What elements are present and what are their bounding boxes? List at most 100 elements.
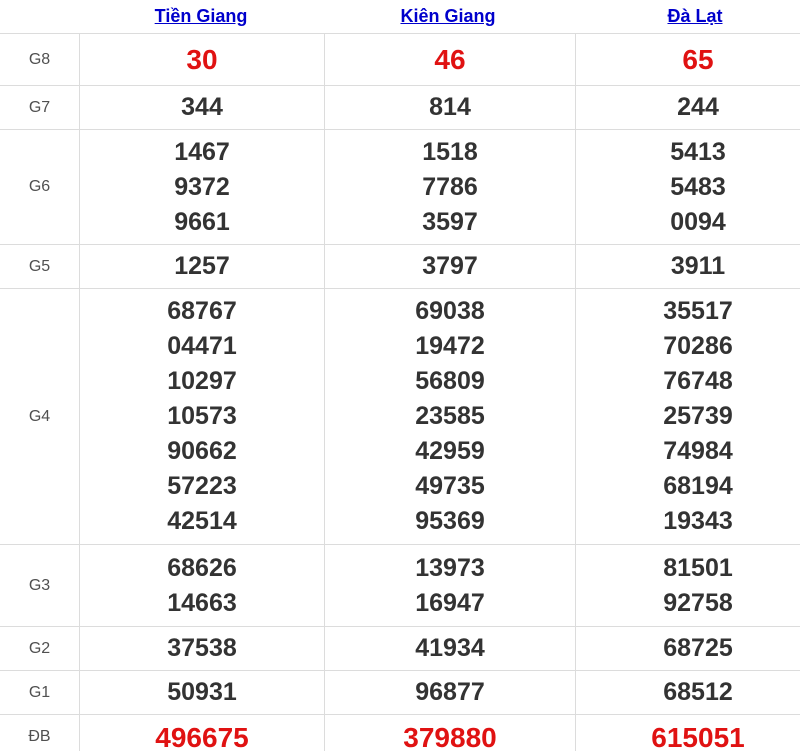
table-row: G8 30 46 65 xyxy=(0,34,800,86)
prize-values-cell: 37538 xyxy=(79,627,324,670)
lottery-number: 90662 xyxy=(167,437,237,465)
prize-values-cell: 814 xyxy=(324,86,575,129)
lottery-number: 68626 xyxy=(167,553,237,582)
lottery-number: 9661 xyxy=(174,207,230,236)
lottery-number: 344 xyxy=(181,93,223,121)
prize-values-cell: 81501 92758 xyxy=(575,545,800,626)
prize-values-cell: 344 xyxy=(79,86,324,129)
prize-values-cell: 5413 5483 0094 xyxy=(575,130,800,244)
lottery-number: 5413 xyxy=(670,137,726,166)
prize-values-cell: 244 xyxy=(575,86,800,129)
lottery-number: 41934 xyxy=(415,634,485,662)
lottery-number: 7786 xyxy=(422,172,478,201)
prize-values-cell: 615051 xyxy=(575,715,800,751)
lottery-number: 92758 xyxy=(663,588,733,617)
lottery-number: 95369 xyxy=(415,507,485,535)
lottery-number: 69038 xyxy=(415,297,485,325)
lottery-number: 68194 xyxy=(663,472,733,500)
lottery-number: 65 xyxy=(682,44,714,75)
table-row: ĐB 496675 379880 615051 xyxy=(0,715,800,751)
table-row: G7 344 814 244 xyxy=(0,86,800,130)
column-header-da-lat: Đà Lạt xyxy=(573,6,800,27)
prize-label: G5 xyxy=(28,257,51,275)
lottery-number: 68767 xyxy=(167,297,237,325)
prize-label: G4 xyxy=(28,407,51,425)
lottery-number: 70286 xyxy=(663,332,733,360)
lottery-number: 19343 xyxy=(663,507,733,535)
lottery-number: 49735 xyxy=(415,472,485,500)
lottery-number: 5483 xyxy=(670,172,726,201)
lottery-number: 14663 xyxy=(167,588,237,617)
lottery-number: 96877 xyxy=(415,678,485,706)
lottery-number: 35517 xyxy=(663,297,733,325)
lottery-number: 46 xyxy=(434,44,466,75)
lottery-number: 23585 xyxy=(415,402,485,430)
lottery-number: 42959 xyxy=(415,437,485,465)
lottery-number: 9372 xyxy=(174,172,230,201)
prize-values-cell: 13973 16947 xyxy=(324,545,575,626)
prize-values-cell: 3797 xyxy=(324,245,575,288)
prize-label: G8 xyxy=(28,50,51,68)
lottery-number: 81501 xyxy=(663,553,733,582)
province-link-tien-giang[interactable]: Tiền Giang xyxy=(154,6,248,26)
results-table-body: G8 30 46 65 G7 344 814 244 G6 1467 9372 9661 1518 778… xyxy=(0,34,800,751)
prize-values-cell: 69038 19472 56809 23585 42959 49735 95369 xyxy=(324,289,575,544)
lottery-number: 37538 xyxy=(167,634,237,662)
lottery-number: 3597 xyxy=(422,207,478,236)
lottery-number: 42514 xyxy=(167,507,237,535)
prize-values-cell: 496675 xyxy=(79,715,324,751)
prize-values-cell: 50931 xyxy=(79,671,324,714)
prize-label: ĐB xyxy=(28,728,51,745)
lottery-number: 30 xyxy=(186,44,218,75)
prize-values-cell: 46 xyxy=(324,34,575,85)
prize-values-cell: 3911 xyxy=(575,245,800,288)
prize-values-cell: 41934 xyxy=(324,627,575,670)
prize-label: G3 xyxy=(28,576,51,594)
table-header-row: Tiền Giang Kiên Giang Đà Lạt xyxy=(0,0,800,34)
prize-label: G6 xyxy=(28,178,51,195)
prize-values-cell: 379880 xyxy=(324,715,575,751)
table-row: G2 37538 41934 68725 xyxy=(0,627,800,671)
lottery-number: 1518 xyxy=(422,137,478,166)
province-link-kien-giang[interactable]: Kiên Giang xyxy=(400,6,496,26)
lottery-number: 16947 xyxy=(415,588,485,617)
prize-values-cell: 96877 xyxy=(324,671,575,714)
lottery-number: 496675 xyxy=(155,721,249,751)
lottery-number: 13973 xyxy=(415,553,485,582)
prize-label: G7 xyxy=(28,98,51,116)
lottery-number: 19472 xyxy=(415,332,485,360)
table-row: G5 1257 3797 3911 xyxy=(0,245,800,289)
lottery-number: 04471 xyxy=(167,332,237,360)
lottery-number: 25739 xyxy=(663,402,733,430)
lottery-number: 0094 xyxy=(670,207,726,236)
lottery-number: 379880 xyxy=(403,721,497,751)
prize-values-cell: 68626 14663 xyxy=(79,545,324,626)
prize-values-cell: 1257 xyxy=(79,245,324,288)
lottery-number: 68512 xyxy=(663,678,733,706)
lottery-number: 244 xyxy=(677,93,719,121)
prize-values-cell: 68767 04471 10297 10573 90662 57223 42514 xyxy=(79,289,324,544)
lottery-number: 3911 xyxy=(670,252,726,280)
table-row: G6 1467 9372 9661 1518 7786 3597 5413 5483 0094 xyxy=(0,130,800,245)
lottery-number: 1467 xyxy=(174,137,230,166)
column-header-kien-giang: Kiên Giang xyxy=(323,6,573,27)
lottery-number: 57223 xyxy=(167,472,237,500)
lottery-number: 76748 xyxy=(663,367,733,395)
lottery-number: 50931 xyxy=(167,678,237,706)
table-row: G3 68626 14663 13973 16947 81501 92758 xyxy=(0,545,800,627)
lottery-number: 74984 xyxy=(663,437,733,465)
prize-values-cell: 1518 7786 3597 xyxy=(324,130,575,244)
lottery-number: 814 xyxy=(429,93,471,121)
prize-values-cell: 65 xyxy=(575,34,800,85)
prize-values-cell: 30 xyxy=(79,34,324,85)
province-link-da-lat[interactable]: Đà Lạt xyxy=(667,6,723,26)
table-row: G1 50931 96877 68512 xyxy=(0,671,800,715)
lottery-number: 68725 xyxy=(663,634,733,662)
lottery-number: 1257 xyxy=(174,252,230,280)
prize-values-cell: 1467 9372 9661 xyxy=(79,130,324,244)
lottery-number: 10297 xyxy=(167,367,237,395)
prize-values-cell: 35517 70286 76748 25739 74984 68194 19343 xyxy=(575,289,800,544)
lottery-number: 615051 xyxy=(651,721,745,751)
lottery-number: 3797 xyxy=(422,252,478,280)
